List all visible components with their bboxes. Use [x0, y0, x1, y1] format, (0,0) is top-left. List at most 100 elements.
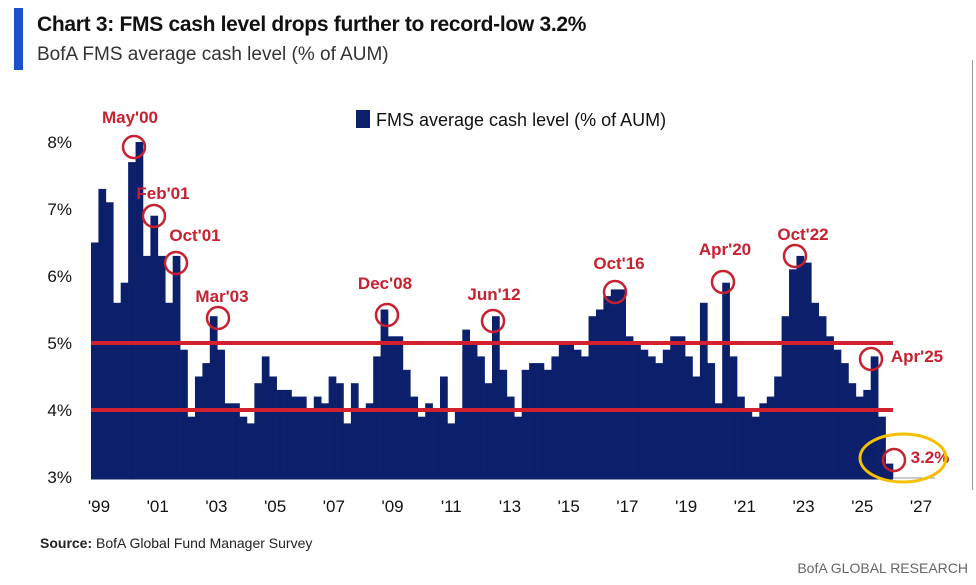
bar: [662, 349, 671, 478]
bar: [841, 363, 849, 478]
bar: [722, 282, 730, 478]
source-note: Source: BofA Global Fund Manager Survey: [40, 535, 312, 551]
annotation-circle: [374, 302, 400, 328]
highlight-ellipse: [858, 432, 948, 484]
bar: [120, 282, 129, 478]
bar: [477, 356, 485, 478]
y-tick-label: 3%: [47, 468, 72, 487]
bar: [209, 316, 218, 478]
bar: [447, 423, 456, 478]
bar: [863, 389, 872, 478]
annotation-circle: [710, 269, 736, 295]
annotation-label: 3.2%: [911, 448, 950, 467]
bar: [150, 215, 159, 478]
annotation-label: Oct'22: [777, 225, 828, 244]
x-tick-label: '25: [851, 497, 873, 516]
x-tick-label: '13: [499, 497, 521, 516]
bar: [603, 296, 612, 478]
bar: [194, 376, 203, 478]
y-tick-label: 6%: [47, 267, 72, 286]
annotation-label: Apr'20: [699, 240, 751, 259]
bar: [833, 349, 842, 478]
bar: [640, 349, 649, 478]
annotation-circle: [141, 203, 167, 229]
source-text: BofA Global Fund Manager Survey: [96, 535, 313, 551]
bar: [358, 410, 367, 478]
x-tick-label: '17: [616, 497, 638, 516]
y-tick-label: 4%: [47, 401, 72, 420]
annotation-circle: [121, 134, 147, 160]
bar: [514, 416, 523, 478]
x-tick-label: '09: [381, 497, 403, 516]
bar: [128, 162, 136, 478]
bar: [142, 255, 151, 478]
bar: [751, 416, 760, 478]
annotation-label: Apr'25: [891, 347, 943, 366]
chart-subtitle: BofA FMS average cash level (% of AUM): [37, 44, 389, 65]
annotation-label: Oct'01: [169, 226, 220, 245]
bar: [818, 316, 827, 478]
bar: [803, 262, 812, 478]
bar: [454, 410, 463, 478]
bar: [870, 356, 879, 478]
bar: [395, 336, 404, 478]
annotation-circle: [782, 243, 808, 269]
bar: [581, 356, 589, 478]
bar: [291, 396, 300, 478]
x-tick-label: '03: [205, 497, 227, 516]
annotation-circle: [602, 279, 628, 305]
bar: [655, 363, 664, 478]
reference-lines: [91, 341, 893, 412]
y-tick-label: 5%: [47, 334, 72, 353]
bar: [298, 396, 307, 478]
bar: [781, 316, 790, 478]
bar: [670, 336, 678, 478]
frame-border: [972, 60, 973, 490]
bar: [402, 369, 411, 478]
annotation-label: Dec'08: [358, 274, 412, 293]
bar: [848, 383, 857, 478]
bar: [610, 289, 619, 478]
bar: [98, 188, 107, 478]
bar: [699, 302, 708, 478]
brand-label: BofA GLOBAL RESEARCH: [797, 560, 968, 576]
bar: [180, 349, 188, 478]
legend-label: FMS average cash level (% of AUM): [376, 110, 666, 130]
bar: [91, 242, 99, 478]
bar: [595, 309, 604, 478]
bar: [306, 410, 315, 478]
bar: [685, 356, 693, 478]
bar: [187, 416, 196, 478]
bar: [373, 356, 381, 478]
bar: [350, 383, 359, 478]
x-tick-label: '23: [792, 497, 814, 516]
bar: [529, 363, 537, 478]
bar: [766, 396, 775, 478]
y-tick-label: 8%: [47, 133, 72, 152]
bar: [759, 403, 768, 478]
bar: [551, 356, 560, 478]
x-axis-ticks: '99 '01 '03 '05 '07 '09 '11 '13 '15 '17 '19 '21 '23 '…: [88, 497, 932, 516]
bar: [737, 396, 745, 478]
bar: [878, 416, 886, 478]
bar: [239, 416, 248, 478]
bar: [677, 336, 686, 478]
bar: [157, 255, 166, 478]
x-tick-label: '05: [264, 497, 286, 516]
bar: [113, 302, 122, 478]
x-tick-label: '19: [675, 497, 697, 516]
bar: [276, 389, 285, 478]
legend-swatch: [356, 110, 370, 128]
annotation-label: May'00: [102, 108, 158, 127]
bar: [269, 376, 277, 478]
y-tick-label: 7%: [47, 200, 72, 219]
chart-title: Chart 3: FMS cash level drops further to…: [37, 13, 587, 36]
bar: [328, 376, 337, 478]
annotation-circle: [480, 308, 506, 334]
bar: [692, 376, 701, 478]
bar: [202, 363, 211, 478]
bar: [729, 356, 738, 478]
x-tick-label: '11: [441, 497, 462, 516]
bar: [588, 316, 597, 478]
